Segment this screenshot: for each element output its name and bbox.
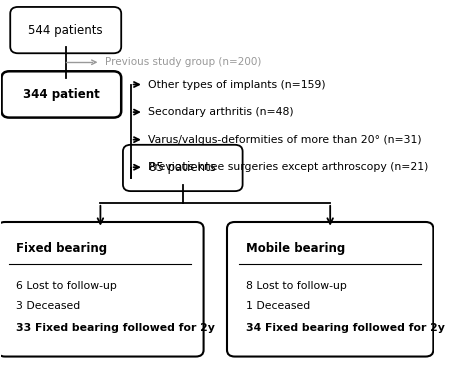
Text: Previous knee surgeries except arthroscopy (n=21): Previous knee surgeries except arthrosco… (148, 162, 428, 172)
Text: Previous study group (n=200): Previous study group (n=200) (105, 57, 261, 67)
Text: 6 Lost to follow-up: 6 Lost to follow-up (16, 280, 117, 291)
FancyBboxPatch shape (1, 71, 121, 118)
Text: Secondary arthritis (n=48): Secondary arthritis (n=48) (148, 107, 294, 117)
Text: 34 Fixed bearing followed for 2y: 34 Fixed bearing followed for 2y (246, 323, 445, 333)
Text: Other types of implants (n=159): Other types of implants (n=159) (148, 79, 326, 90)
Text: Fixed bearing: Fixed bearing (16, 242, 107, 255)
Text: 3 Deceased: 3 Deceased (16, 301, 80, 311)
Text: Mobile bearing: Mobile bearing (246, 242, 345, 255)
FancyBboxPatch shape (123, 145, 243, 191)
Text: 1 Deceased: 1 Deceased (246, 301, 310, 311)
FancyBboxPatch shape (10, 7, 121, 53)
Text: Varus/valgus-deformities of more than 20° (n=31): Varus/valgus-deformities of more than 20… (148, 135, 422, 145)
FancyBboxPatch shape (0, 222, 204, 356)
Text: 344 patient: 344 patient (23, 88, 100, 101)
Text: 33 Fixed bearing followed for 2y: 33 Fixed bearing followed for 2y (16, 323, 215, 333)
Text: 8 Lost to follow-up: 8 Lost to follow-up (246, 280, 346, 291)
Text: 85 patients: 85 patients (149, 162, 216, 175)
FancyBboxPatch shape (227, 222, 433, 356)
Text: 544 patients: 544 patients (28, 24, 103, 37)
